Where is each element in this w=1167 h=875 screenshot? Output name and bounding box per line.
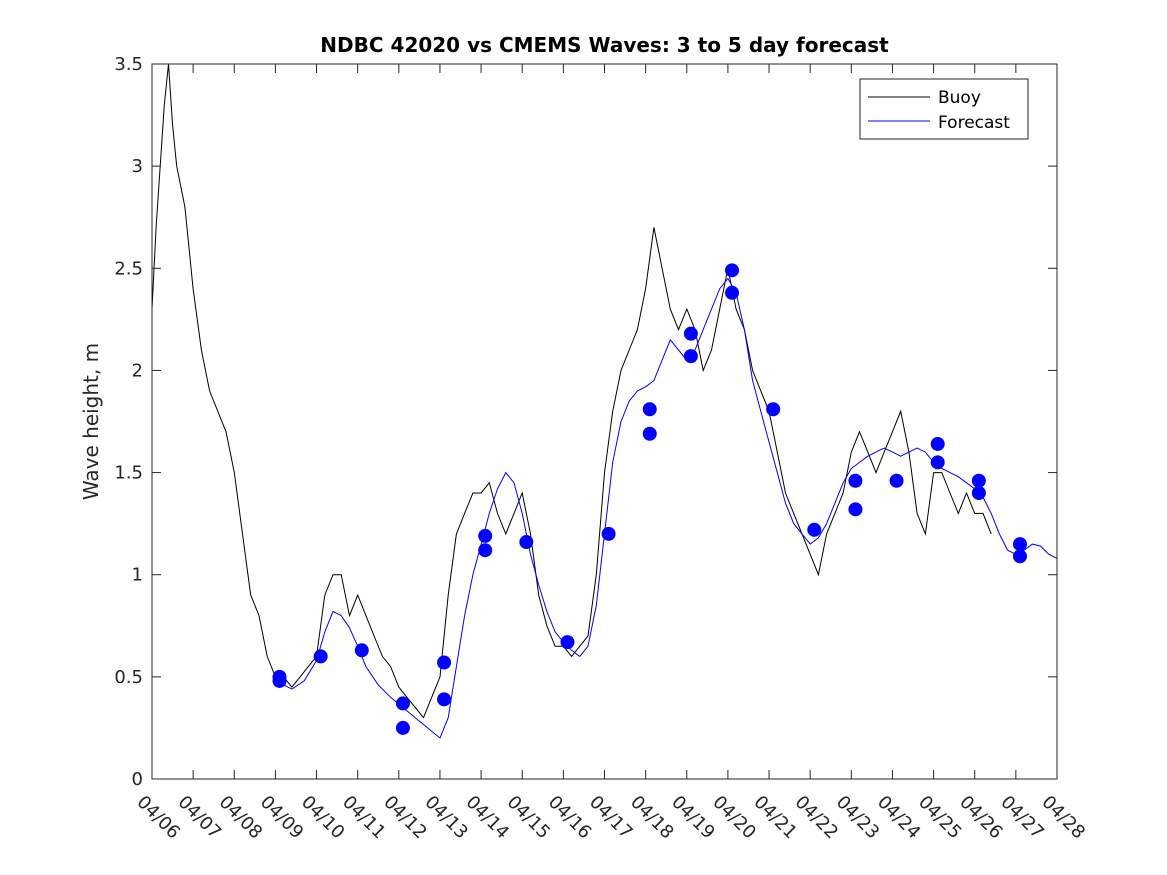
forecast-marker: [1012, 537, 1027, 552]
forecast-marker: [807, 522, 822, 537]
y-tick-label: 3.5: [114, 54, 143, 75]
forecast-marker: [519, 535, 534, 550]
forecast-marker: [683, 326, 698, 341]
forecast-marker: [930, 455, 945, 470]
forecast-marker: [725, 263, 740, 278]
y-axis-label: Wave height, m: [79, 343, 103, 500]
forecast-marker: [1012, 549, 1027, 564]
forecast-marker: [642, 402, 657, 417]
forecast-marker: [725, 285, 740, 300]
y-tick-label: 0: [132, 769, 143, 790]
legend-label-forecast: Forecast: [938, 113, 1010, 133]
forecast-marker: [971, 473, 986, 488]
forecast-marker: [560, 635, 575, 650]
y-tick-label: 2: [132, 360, 143, 381]
chart-title: NDBC 42020 vs CMEMS Waves: 3 to 5 day fo…: [320, 33, 889, 57]
forecast-marker: [313, 649, 328, 664]
forecast-marker: [930, 436, 945, 451]
forecast-marker: [683, 349, 698, 364]
y-tick-label: 2.5: [114, 258, 143, 279]
forecast-marker: [395, 720, 410, 735]
forecast-marker: [766, 402, 781, 417]
y-tick-label: 0.5: [114, 667, 143, 688]
forecast-marker: [395, 696, 410, 711]
legend-label-buoy: Buoy: [938, 88, 981, 108]
forecast-marker: [601, 526, 616, 541]
forecast-marker: [437, 655, 452, 670]
forecast-marker: [642, 426, 657, 441]
forecast-marker: [437, 692, 452, 707]
y-tick-label: 1: [132, 565, 143, 586]
y-tick-label: 3: [132, 156, 143, 177]
forecast-marker: [478, 543, 493, 558]
forecast-marker: [272, 673, 287, 688]
legend: Buoy Forecast: [859, 78, 1029, 140]
legend-box: [859, 78, 1029, 140]
forecast-marker: [478, 528, 493, 543]
y-tick-label: 1.5: [114, 463, 143, 484]
forecast-marker: [889, 473, 904, 488]
forecast-marker: [971, 486, 986, 500]
forecast-marker: [354, 643, 369, 658]
forecast-marker: [848, 473, 863, 488]
forecast-marker: [848, 502, 863, 517]
data-layer: [151, 63, 1058, 739]
series-line-buoy: [151, 63, 992, 719]
